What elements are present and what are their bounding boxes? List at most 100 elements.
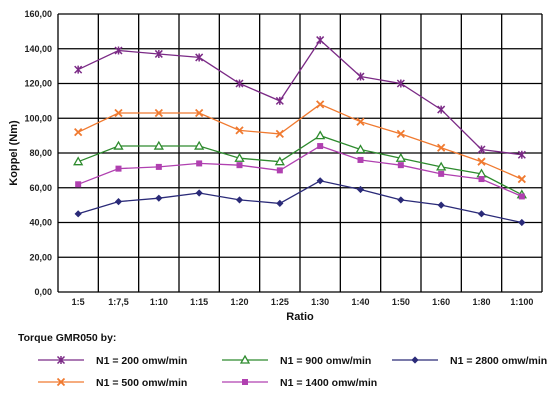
- data-point: [356, 117, 365, 126]
- data-point: [395, 152, 406, 162]
- data-point: [155, 163, 162, 170]
- y-tick-label: 120,00: [24, 79, 52, 89]
- x-tick-label: 1:10: [150, 297, 168, 307]
- x-tick-label: 1:5: [72, 297, 85, 307]
- data-point: [477, 145, 486, 154]
- legend-label: N1 = 2800 omw/min: [450, 355, 547, 367]
- data-point: [242, 379, 248, 385]
- x-tick-label: 1:40: [351, 297, 369, 307]
- data-point: [518, 218, 526, 227]
- series-1: [74, 36, 526, 159]
- data-point: [437, 105, 446, 114]
- x-tick-label: 1:80: [472, 297, 490, 307]
- legend-label: N1 = 1400 omw/min: [280, 377, 377, 389]
- series-2: [74, 100, 526, 184]
- data-point: [437, 201, 445, 209]
- x-tick-label: 1:15: [190, 297, 208, 307]
- data-point: [74, 65, 83, 74]
- series-line: [77, 145, 523, 197]
- series-line: [77, 134, 523, 196]
- x-tick-label: 1:7,5: [108, 297, 129, 307]
- data-point: [411, 356, 419, 364]
- legend-title: Torque GMR050 by:: [18, 332, 116, 344]
- data-point: [276, 199, 284, 207]
- data-point: [356, 72, 365, 81]
- chart-grid: [57, 13, 543, 293]
- data-point: [114, 198, 123, 206]
- data-point: [518, 193, 525, 200]
- x-tick-label: 1:100: [510, 297, 533, 307]
- x-tick-label: 1:20: [230, 297, 248, 307]
- data-point: [56, 377, 66, 387]
- data-point: [235, 196, 244, 204]
- x-tick-label: 1:25: [271, 297, 289, 307]
- series-line: [77, 39, 522, 156]
- y-axis-label: Koppel (Nm): [8, 120, 20, 186]
- data-point: [275, 96, 284, 105]
- y-tick-label: 160,00: [24, 9, 52, 19]
- data-point: [438, 170, 445, 177]
- data-point: [397, 162, 404, 169]
- y-tick-label: 40,00: [29, 218, 52, 228]
- legend-item: N1 = 900 omw/min: [222, 354, 371, 367]
- legend-item: N1 = 500 omw/min: [38, 377, 187, 389]
- legend-item: N1 = 200 omw/min: [38, 355, 187, 367]
- data-point: [315, 130, 326, 140]
- series-line: [78, 180, 522, 224]
- x-tick-label: 1:60: [432, 297, 450, 307]
- series-4: [75, 143, 525, 200]
- data-point: [436, 161, 447, 171]
- data-point: [316, 36, 325, 45]
- data-point: [115, 165, 122, 172]
- data-point: [276, 167, 283, 174]
- data-point: [56, 355, 66, 365]
- y-tick-label: 80,00: [29, 148, 52, 158]
- series-5: [74, 177, 526, 227]
- data-point: [437, 143, 446, 152]
- data-point: [317, 143, 324, 150]
- y-tick-label: 20,00: [29, 252, 52, 262]
- data-point: [356, 185, 365, 194]
- legend-label: N1 = 900 omw/min: [280, 355, 371, 367]
- y-tick-label: 140,00: [24, 44, 52, 54]
- y-tick-label: 100,00: [24, 113, 52, 123]
- data-point: [74, 128, 83, 137]
- data-point: [397, 196, 405, 204]
- data-point: [195, 53, 204, 62]
- data-point: [239, 354, 251, 364]
- data-point: [196, 160, 203, 167]
- series-3: [73, 130, 527, 199]
- data-point: [235, 79, 244, 88]
- chart-axes: 0,00 20,00 40,00 60,00 80,00 100,00 120,00 140,…: [24, 9, 533, 307]
- data-point: [194, 140, 205, 150]
- data-point: [195, 108, 204, 118]
- data-point: [154, 49, 163, 58]
- data-point: [396, 129, 405, 139]
- y-tick-label: 60,00: [29, 183, 52, 193]
- x-tick-label: 1:30: [311, 297, 329, 307]
- legend-label: N1 = 200 omw/min: [96, 355, 187, 367]
- data-point: [114, 108, 123, 118]
- data-point: [114, 46, 123, 55]
- data-point: [357, 156, 364, 163]
- data-point: [73, 156, 84, 166]
- series-line: [77, 103, 523, 180]
- data-point: [316, 177, 324, 185]
- data-point: [75, 181, 82, 188]
- x-axis-label: Ratio: [286, 311, 314, 323]
- data-point: [74, 210, 82, 218]
- data-point: [396, 79, 405, 88]
- chart-series: [73, 36, 527, 227]
- data-point: [478, 176, 485, 183]
- legend-item: N1 = 1400 omw/min: [222, 377, 377, 389]
- legend-label: N1 = 500 omw/min: [96, 377, 187, 389]
- y-tick-label: 0,00: [34, 287, 52, 297]
- data-point: [153, 140, 164, 150]
- data-point: [275, 129, 284, 139]
- data-point: [155, 194, 163, 202]
- data-point: [517, 150, 526, 159]
- data-point: [234, 152, 245, 162]
- data-point: [236, 162, 243, 169]
- data-point: [517, 174, 526, 184]
